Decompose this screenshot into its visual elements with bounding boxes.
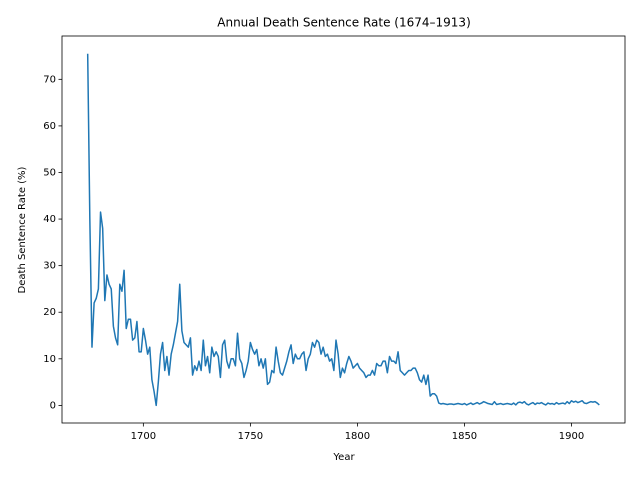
data-line <box>86 53 600 407</box>
y-tick-label: 50 <box>43 167 56 178</box>
x-tick-label: 1850 <box>452 431 477 442</box>
x-tick-label: 1750 <box>238 431 263 442</box>
y-tick-label: 0 <box>50 400 56 411</box>
plot-frame <box>61 35 626 424</box>
x-tick-label: 1900 <box>559 431 584 442</box>
y-tick-label: 60 <box>43 121 56 132</box>
y-tick-label: 70 <box>43 74 56 85</box>
y-tick-label: 10 <box>43 354 56 365</box>
y-tick-label: 40 <box>43 214 56 225</box>
x-tick-label: 1800 <box>345 431 370 442</box>
x-axis-label: Year <box>332 452 355 463</box>
y-axis-label: Death Sentence Rate (%) <box>17 166 28 293</box>
y-tick-label: 30 <box>43 261 56 272</box>
y-tick-label: 20 <box>43 307 56 318</box>
chart-title: Annual Death Sentence Rate (1674–1913) <box>217 16 471 30</box>
x-tick-label: 1700 <box>131 431 156 442</box>
